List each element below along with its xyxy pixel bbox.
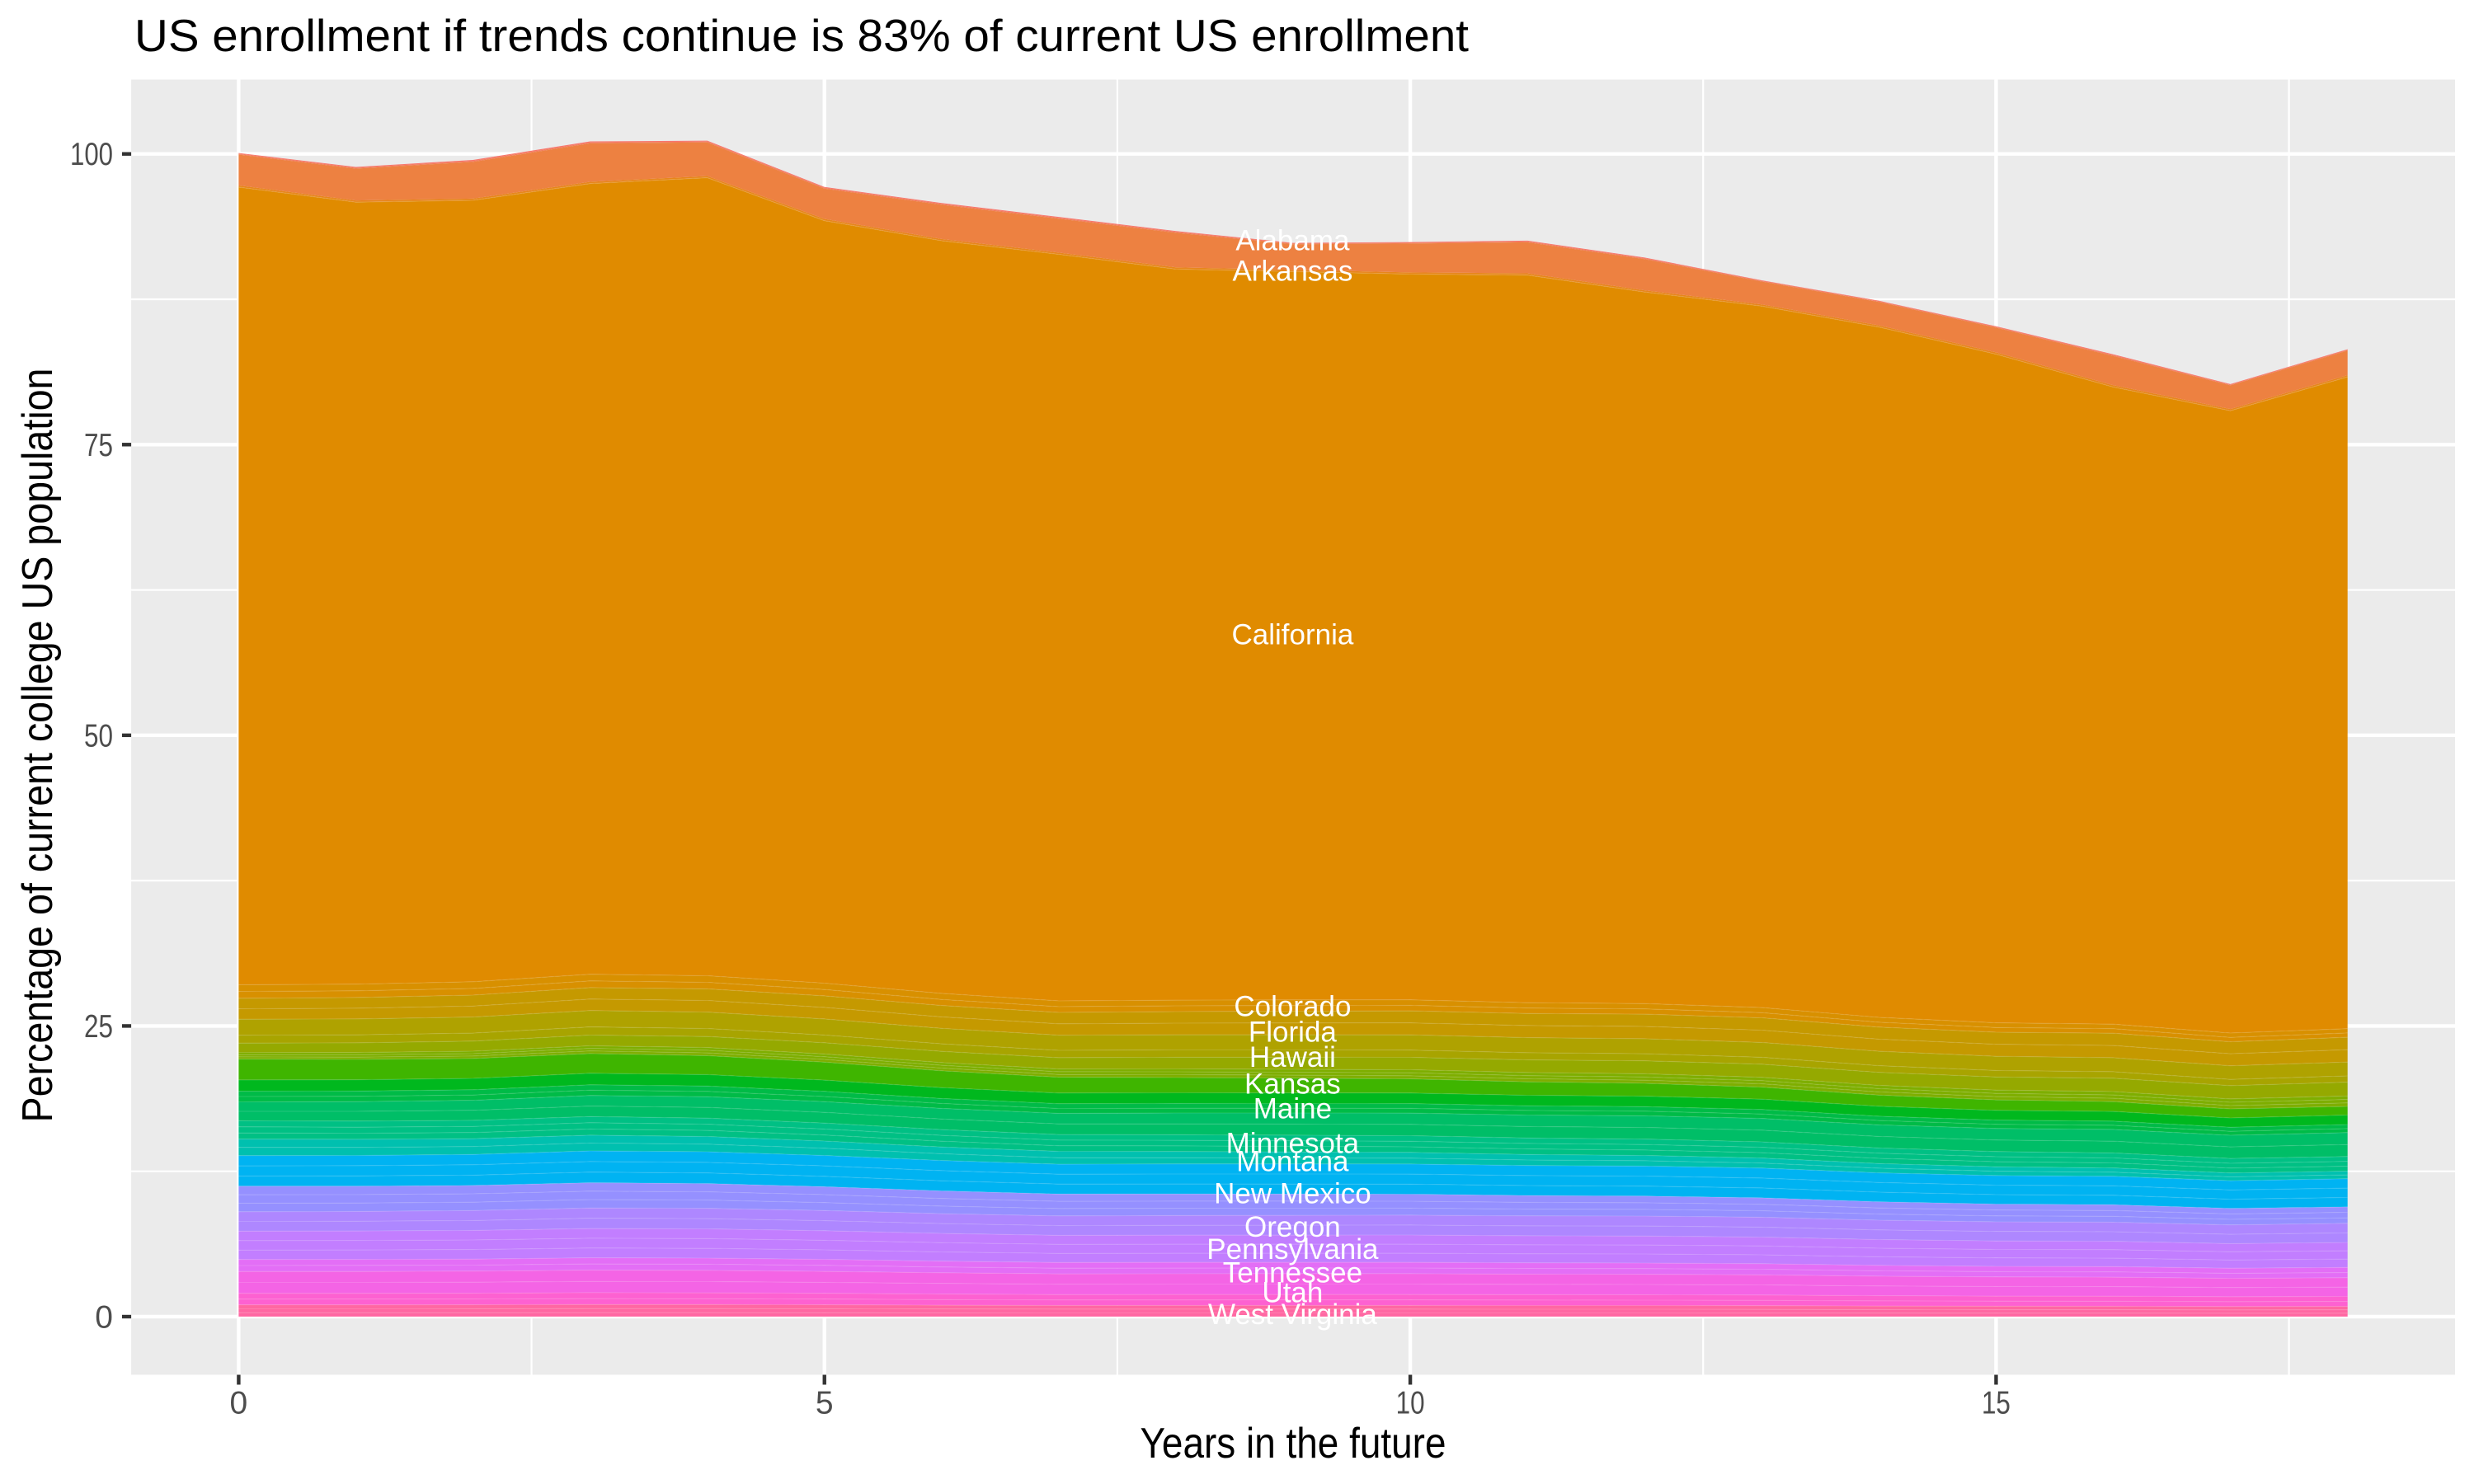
svg-text:5: 5 xyxy=(816,1386,834,1421)
svg-text:50: 50 xyxy=(84,718,113,754)
svg-text:Tennessee: Tennessee xyxy=(1223,1257,1362,1289)
svg-text:10: 10 xyxy=(1396,1386,1425,1421)
svg-text:25: 25 xyxy=(84,1009,113,1045)
svg-text:75: 75 xyxy=(84,428,113,463)
svg-text:Maine: Maine xyxy=(1253,1093,1332,1125)
svg-text:Colorado: Colorado xyxy=(1234,991,1351,1023)
svg-text:0: 0 xyxy=(95,1300,113,1336)
svg-text:Alabama: Alabama xyxy=(1235,225,1350,257)
svg-text:Minnesota: Minnesota xyxy=(1226,1128,1360,1160)
svg-text:Kansas: Kansas xyxy=(1244,1068,1341,1101)
svg-text:Years in the future: Years in the future xyxy=(1141,1420,1446,1468)
svg-text:West Virginia: West Virginia xyxy=(1208,1298,1377,1331)
svg-text:Arkansas: Arkansas xyxy=(1232,256,1352,288)
svg-text:Percentage of current college: Percentage of current college US populat… xyxy=(14,369,62,1123)
svg-text:0: 0 xyxy=(230,1386,248,1421)
svg-text:100: 100 xyxy=(70,137,113,172)
svg-text:California: California xyxy=(1231,619,1353,651)
svg-text:Montana: Montana xyxy=(1236,1145,1349,1177)
svg-text:New Mexico: New Mexico xyxy=(1214,1178,1371,1210)
svg-text:Oregon: Oregon xyxy=(1244,1211,1341,1243)
svg-text:Pennsylvania: Pennsylvania xyxy=(1206,1233,1379,1266)
svg-text:Hawaii: Hawaii xyxy=(1249,1041,1336,1073)
svg-text:Florida: Florida xyxy=(1249,1016,1338,1048)
svg-text:15: 15 xyxy=(1982,1386,2011,1421)
svg-text:US enrollment if trends contin: US enrollment if trends continue is 83% … xyxy=(134,10,1469,61)
svg-text:Utah: Utah xyxy=(1262,1277,1323,1309)
